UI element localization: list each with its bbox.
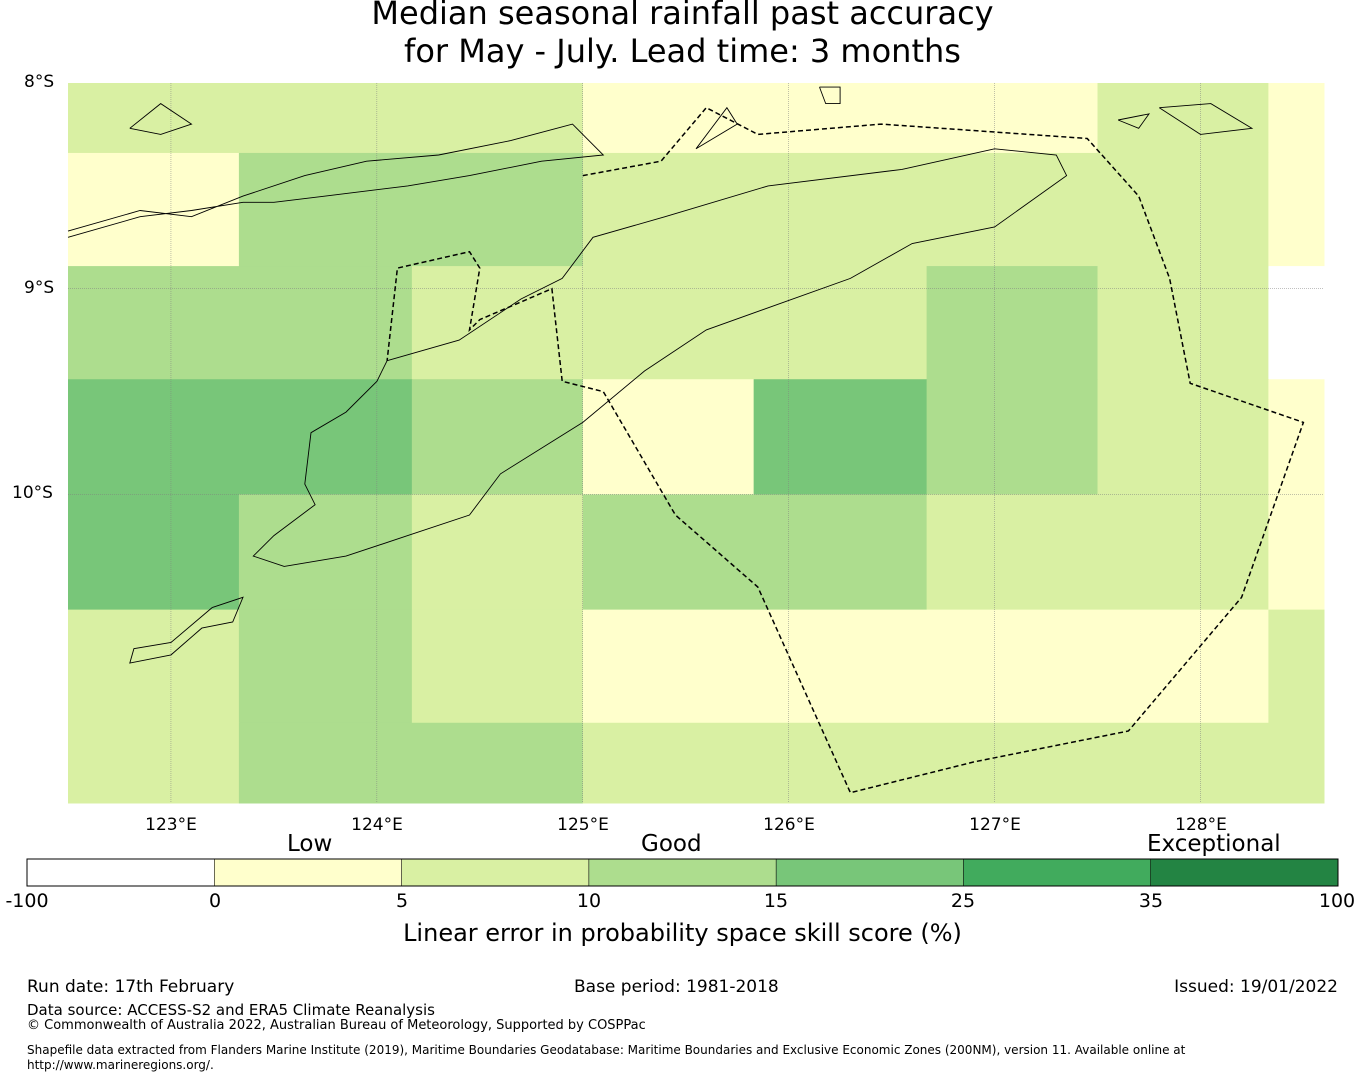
colorbar <box>26 858 1339 887</box>
data-source: Data source: ACCESS-S2 and ERA5 Climate … <box>27 1001 435 1019</box>
lon-label-124e: 124°E <box>351 815 403 835</box>
grid-cell <box>582 379 755 495</box>
colorbar-tick: 15 <box>763 890 789 912</box>
category-good: Good <box>641 831 702 857</box>
grid-cell <box>1097 83 1269 154</box>
grid-cell <box>582 722 1325 804</box>
graticule <box>68 83 1324 803</box>
grid-cell <box>1097 379 1269 495</box>
colorbar-segment <box>1150 859 1338 886</box>
grid-cell <box>68 152 240 267</box>
lon-label-128e: 128°E <box>1175 815 1227 835</box>
grid-cell <box>238 722 584 804</box>
grid-cell <box>1268 379 1325 495</box>
title-line-1: Median seasonal rainfall past accuracy <box>371 0 994 32</box>
lat-label-10s: 10°S <box>12 483 53 503</box>
colorbar-tick: 5 <box>395 890 409 912</box>
grid-cell <box>68 609 240 724</box>
lon-label-125e: 125°E <box>557 815 609 835</box>
grid-cell <box>68 379 413 495</box>
colorbar-tick: 35 <box>1138 890 1164 912</box>
colorbar-segment <box>963 859 1151 886</box>
lon-label-127e: 127°E <box>969 815 1021 835</box>
lat-label-8s: 8°S <box>24 72 55 92</box>
coastline <box>695 106 738 150</box>
grid-cell <box>238 152 584 267</box>
grid-cell <box>1097 266 1269 380</box>
grid-cell <box>582 609 1269 724</box>
lat-label-9s: 9°S <box>24 278 55 298</box>
grid-cell <box>1268 266 1325 380</box>
coastline <box>819 86 841 105</box>
coastline <box>129 103 193 135</box>
grid-cell <box>411 494 584 611</box>
colorbar-tick: -100 <box>5 890 49 912</box>
grid-cell <box>411 379 584 495</box>
chart-title: Median seasonal rainfall past accuracy f… <box>0 0 1365 70</box>
grid-cell <box>68 494 240 611</box>
coastline <box>252 148 1068 567</box>
eez-boundary <box>386 106 1305 794</box>
grid-cell <box>68 83 584 154</box>
lon-label-123e: 123°E <box>145 815 197 835</box>
colorbar-tick: 0 <box>208 890 222 912</box>
run-date: Run date: 17th February <box>27 977 235 997</box>
coastline <box>1117 113 1151 129</box>
lon-label-126e: 126°E <box>763 815 815 835</box>
grid-cell <box>582 152 1269 267</box>
grid-cell <box>926 379 1099 495</box>
coastlines <box>67 86 1254 664</box>
category-low: Low <box>287 831 333 857</box>
colorbar-tick: 100 <box>1318 890 1356 912</box>
colorbar-tick: 10 <box>576 890 602 912</box>
coastline <box>67 123 605 238</box>
grid-cell <box>68 722 240 804</box>
issued-date: Issued: 19/01/2022 <box>1174 977 1338 997</box>
shapefile-credit: Shapefile data extracted from Flanders M… <box>27 1043 1186 1072</box>
colorbar-segment <box>214 859 402 886</box>
grid-cell <box>238 609 413 724</box>
copyright: © Commonwealth of Australia 2022, Austra… <box>27 1018 646 1033</box>
colorbar-frame <box>26 858 1339 887</box>
colorbar-segment <box>588 859 777 886</box>
grid-cell <box>68 266 413 380</box>
grid-cell <box>582 494 928 611</box>
colorbar-segment <box>776 859 964 886</box>
colorbar-segment <box>401 859 589 886</box>
grid-cell <box>411 266 928 380</box>
grid-cell <box>753 379 928 495</box>
colorbar-caption: Linear error in probability space skill … <box>403 919 962 947</box>
colorbar-segment <box>27 859 215 886</box>
title-line-2: for May - July. Lead time: 3 months <box>404 32 961 70</box>
grid-cell <box>926 266 1099 380</box>
colorbar-tick: 25 <box>950 890 976 912</box>
coastline <box>1159 103 1254 135</box>
grid-cell <box>1268 609 1325 724</box>
grid-cell <box>1268 152 1325 267</box>
coastline <box>129 596 244 664</box>
grid-cell <box>411 609 584 724</box>
grid-cell <box>238 494 413 611</box>
base-period: Base period: 1981-2018 <box>574 977 779 997</box>
grid-cell <box>1268 83 1325 154</box>
skill-grid <box>68 83 1325 804</box>
category-exceptional: Exceptional <box>1147 831 1281 857</box>
grid-cell <box>1268 494 1325 611</box>
grid-cell <box>926 494 1269 611</box>
